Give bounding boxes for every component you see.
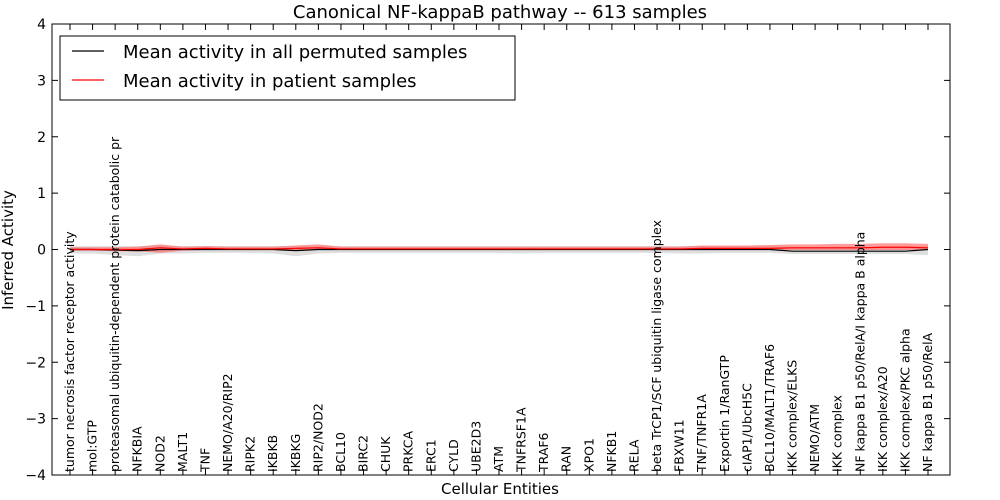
category-label: cIAP1/UbcH5C <box>739 383 754 472</box>
category-label: beta TrCP1/SCF ubiquitin ligase complex <box>649 220 664 472</box>
x-axis <box>69 24 929 475</box>
legend-label-patient: Mean activity in patient samples <box>123 71 417 92</box>
category-label: FBXW11 <box>672 419 687 472</box>
category-label: ATM <box>491 446 506 472</box>
category-label: IKBKG <box>288 434 303 472</box>
category-label: NEMO/ATM <box>807 404 822 472</box>
category-label: RELA <box>626 439 641 472</box>
y-tick-label: 3 <box>37 73 46 89</box>
category-label: TNF/TNFR1A <box>694 394 709 473</box>
category-label: IKK complex/ELKS <box>785 360 800 472</box>
category-label: NF kappa B1 p50/RelA <box>920 332 935 472</box>
category-label: TNF <box>197 448 212 473</box>
category-label: CYLD <box>446 439 461 472</box>
y-axis: −4 −3 −2 −1 0 1 2 3 4 <box>25 17 950 484</box>
y-tick-label: −2 <box>25 355 46 371</box>
category-label: mol:GTP <box>85 420 100 472</box>
category-label: NF kappa B1 p50/RelA/I kappa B alpha <box>852 232 867 472</box>
category-label: BCL10/MALT1/TRAF6 <box>762 344 777 472</box>
y-tick-label: −1 <box>25 299 46 315</box>
category-label: RAN <box>559 446 574 472</box>
y-axis-title: Inferred Activity <box>0 190 17 310</box>
y-tick-label: 1 <box>37 186 46 202</box>
y-tick-label: 2 <box>37 130 46 146</box>
category-label: IKK complex <box>830 395 845 472</box>
category-label: UBE2D3 <box>468 421 483 472</box>
category-label: RIPK2 <box>243 436 258 472</box>
category-label: NFKB1 <box>604 431 619 472</box>
line-series-1 <box>70 246 929 251</box>
category-label: tumor necrosis factor receptor activity <box>62 231 77 472</box>
x-axis-title: Cellular Entities <box>441 480 559 498</box>
category-label: BCL10 <box>333 432 348 472</box>
category-label: PRKCA <box>401 431 416 472</box>
category-label: RIP2/NOD2 <box>310 403 325 472</box>
y-tick-label: −3 <box>25 412 46 428</box>
category-label: Exportin 1/RanGTP <box>717 355 732 472</box>
legend: Mean activity in all permuted samples Me… <box>59 35 516 101</box>
category-label: ERC1 <box>423 439 438 472</box>
category-label: XPO1 <box>581 438 596 472</box>
category-label: IKK complex/A20 <box>875 366 890 472</box>
chart-title: Canonical NF-kappaB pathway -- 613 sampl… <box>293 2 707 23</box>
category-labels: tumor necrosis factor receptor activity m… <box>62 136 935 473</box>
category-label: IKBKB <box>265 435 280 472</box>
category-label: TRAF6 <box>536 432 551 473</box>
category-label: TNFRSF1A <box>514 407 529 473</box>
category-label: MALT1 <box>175 432 190 472</box>
category-label: CHUK <box>378 436 393 472</box>
category-label: BIRC2 <box>356 435 371 472</box>
category-label: IKK complex/PKC alpha <box>897 328 912 472</box>
category-label: NOD2 <box>152 435 167 472</box>
y-tick-label: 0 <box>37 243 46 259</box>
category-label: NFKBIA <box>130 426 145 472</box>
category-label: NEMO/A20/RIP2 <box>220 373 235 472</box>
legend-label-permuted: Mean activity in all permuted samples <box>123 42 467 63</box>
legend-box <box>59 35 516 101</box>
band-series-1 <box>70 243 928 253</box>
y-tick-label: −4 <box>25 468 46 484</box>
y-tick-label: 4 <box>37 17 46 33</box>
series-lines <box>70 246 929 252</box>
category-label: proteasomal ubiquitin-dependent protein … <box>107 136 122 472</box>
